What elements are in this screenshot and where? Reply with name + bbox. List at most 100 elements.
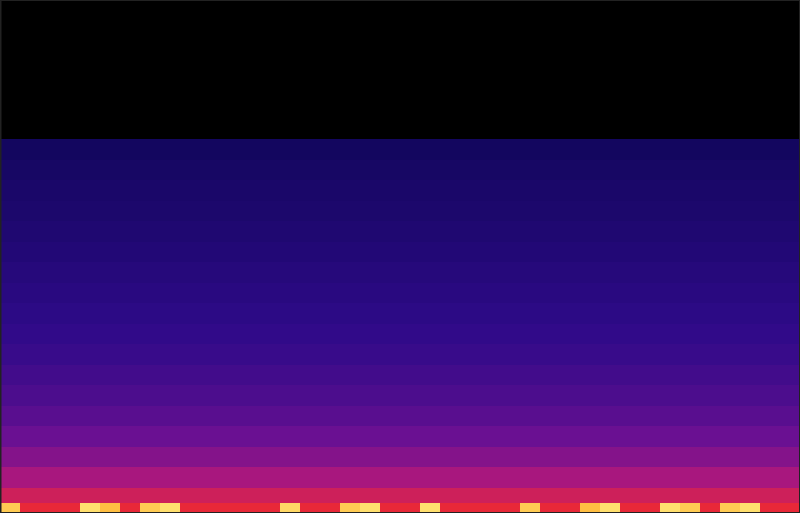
heat-cell [140, 221, 161, 242]
heat-cell [560, 221, 581, 242]
heat-cell [320, 241, 341, 262]
heat-cell [660, 241, 681, 262]
heat-cell [360, 262, 381, 283]
heat-cell [60, 221, 81, 242]
heat-cell [0, 405, 21, 426]
heat-cell [760, 0, 781, 139]
heat-cell [520, 487, 541, 503]
heat-cell [120, 241, 141, 262]
heat-cell [100, 262, 121, 283]
heat-cell [740, 405, 761, 426]
heat-cell [780, 139, 800, 160]
heat-cell [360, 364, 381, 385]
heat-cell [440, 159, 461, 180]
heat-cell [660, 467, 681, 488]
heat-cell [300, 364, 321, 385]
heat-cell [120, 344, 141, 365]
heat-cell [400, 282, 421, 303]
heat-cell [80, 405, 101, 426]
heat-cell [760, 323, 781, 344]
heat-cell [380, 303, 401, 324]
heat-cell [620, 503, 641, 513]
heat-cell [680, 282, 701, 303]
heat-cell [600, 241, 621, 262]
heat-cell [180, 159, 201, 180]
heat-cell [140, 159, 161, 180]
heat-cell [460, 159, 481, 180]
heat-cell [400, 344, 421, 365]
heat-cell [500, 282, 521, 303]
heat-cell [60, 282, 81, 303]
heat-cell [180, 323, 201, 344]
heat-cell [680, 405, 701, 426]
heat-cell [760, 282, 781, 303]
heat-cell [540, 487, 561, 503]
heat-cell [20, 487, 41, 503]
heat-cell [220, 503, 241, 513]
heat-cell [440, 385, 461, 406]
heat-cell [460, 180, 481, 201]
heat-cell [560, 200, 581, 221]
heat-cell [0, 282, 21, 303]
heat-cell [80, 503, 101, 513]
heat-cell [200, 282, 221, 303]
heat-cell [280, 180, 301, 201]
heat-cell [620, 344, 641, 365]
heat-cell [280, 364, 301, 385]
heat-cell [220, 241, 241, 262]
heat-cell [340, 282, 361, 303]
heat-cell [80, 323, 101, 344]
heat-cell [380, 344, 401, 365]
plot-frame [1, 1, 800, 513]
heat-cell [540, 241, 561, 262]
heat-cell [200, 221, 221, 242]
heat-cell [180, 0, 201, 139]
heat-cell [700, 282, 721, 303]
heat-cell [200, 303, 221, 324]
heat-cell [660, 405, 681, 426]
heat-cell [360, 241, 381, 262]
heat-cell [720, 467, 741, 488]
heat-cell [60, 200, 81, 221]
heat-cell [600, 262, 621, 283]
heat-cell [180, 446, 201, 467]
heat-cell [400, 159, 421, 180]
heat-cell [640, 385, 661, 406]
heat-cell [540, 344, 561, 365]
heat-cell [220, 282, 241, 303]
heat-cell [600, 446, 621, 467]
heat-cell [400, 241, 421, 262]
heat-cell [400, 446, 421, 467]
heat-cell [720, 282, 741, 303]
heat-cell [780, 282, 800, 303]
heat-cell [720, 405, 741, 426]
heat-cell [600, 139, 621, 160]
heat-cell [460, 487, 481, 503]
heat-cell [140, 344, 161, 365]
heat-cell [220, 262, 241, 283]
heat-cell [500, 503, 521, 513]
heat-cell [400, 467, 421, 488]
heat-cell [140, 405, 161, 426]
heat-cell [0, 241, 21, 262]
heat-cell [440, 200, 461, 221]
heat-cell [440, 364, 461, 385]
heat-cell [780, 159, 800, 180]
heat-cell [620, 446, 641, 467]
heat-cell [260, 159, 281, 180]
heat-cell [180, 221, 201, 242]
heat-cell [480, 241, 501, 262]
heat-cell [460, 344, 481, 365]
heat-cell [520, 405, 541, 426]
heat-cell [700, 487, 721, 503]
heat-cell [620, 262, 641, 283]
heat-cell [760, 467, 781, 488]
heat-cell [20, 241, 41, 262]
heat-cell [0, 323, 21, 344]
heat-cell [60, 405, 81, 426]
heat-cell [0, 446, 21, 467]
heat-cell [380, 139, 401, 160]
heat-cell [780, 446, 800, 467]
heat-cell [60, 241, 81, 262]
heat-cell [220, 487, 241, 503]
